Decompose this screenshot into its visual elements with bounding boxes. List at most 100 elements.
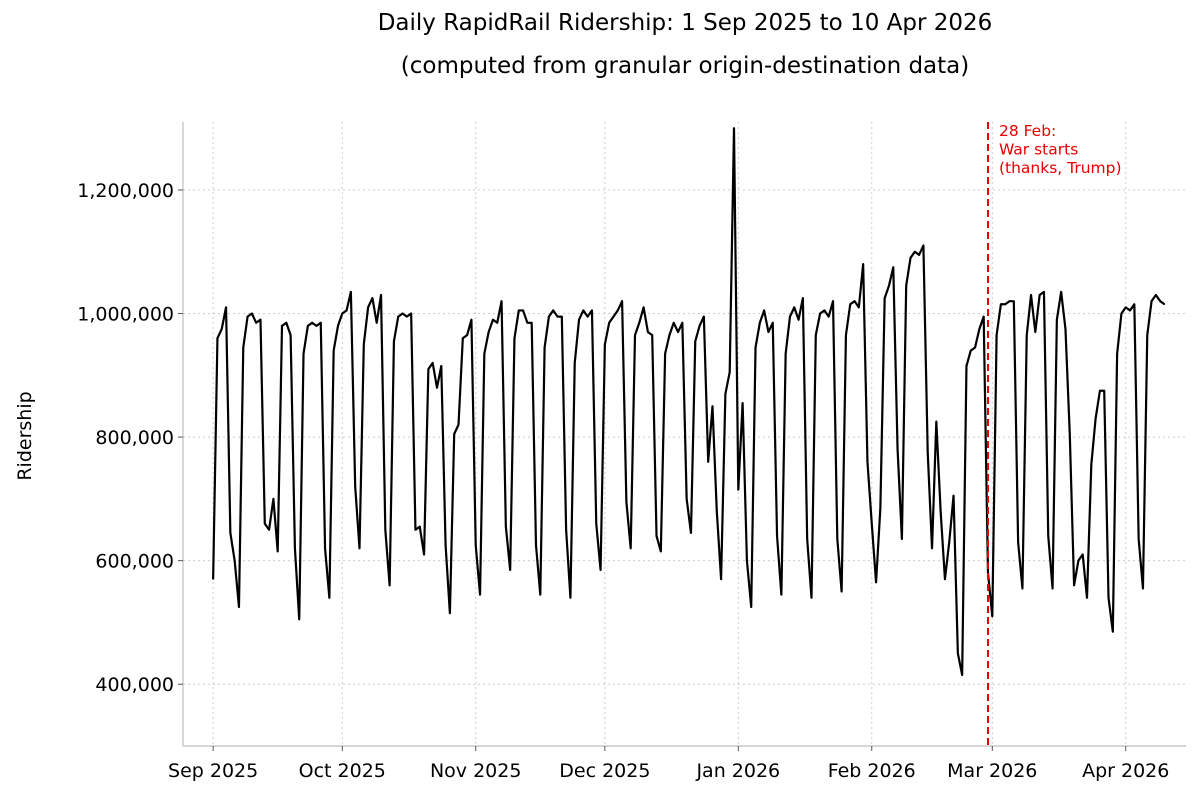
data-point bbox=[965, 365, 968, 367]
data-point bbox=[599, 569, 602, 571]
data-point bbox=[453, 433, 455, 435]
data-point bbox=[1159, 300, 1161, 302]
data-point bbox=[875, 581, 877, 583]
data-point bbox=[595, 522, 597, 525]
data-point bbox=[1163, 303, 1166, 305]
data-point bbox=[1069, 433, 1071, 435]
data-point bbox=[944, 578, 946, 580]
data-point bbox=[664, 353, 666, 355]
data-point bbox=[311, 322, 313, 324]
data-point bbox=[561, 316, 563, 318]
data-point bbox=[690, 532, 692, 534]
data-point bbox=[264, 522, 266, 525]
data-point bbox=[836, 538, 838, 540]
data-point bbox=[371, 297, 374, 299]
data-point bbox=[410, 312, 412, 315]
data-point bbox=[389, 584, 391, 586]
data-point bbox=[535, 544, 537, 546]
axes: 400,000 600,000 800,000 1,000,000 1,200,000 S… bbox=[77, 122, 1186, 782]
data-point bbox=[1150, 300, 1153, 302]
data-point bbox=[449, 612, 451, 614]
data-point bbox=[526, 322, 528, 324]
x-tick-label: Feb 2026 bbox=[828, 760, 916, 782]
annotation-layer: 28 Feb:War starts(thanks, Trump) bbox=[986, 122, 1122, 746]
data-point bbox=[565, 529, 567, 531]
data-point bbox=[604, 343, 606, 346]
data-point bbox=[587, 316, 589, 318]
data-point bbox=[384, 529, 386, 531]
data-point bbox=[621, 300, 623, 302]
data-point bbox=[746, 560, 748, 562]
data-point bbox=[896, 448, 899, 451]
data-point bbox=[1090, 464, 1092, 466]
data-point bbox=[711, 405, 714, 407]
data-point bbox=[810, 597, 813, 599]
data-point bbox=[277, 550, 279, 552]
x-tick-label: Sep 2025 bbox=[168, 760, 258, 782]
data-point bbox=[668, 334, 671, 336]
data-point bbox=[724, 393, 726, 395]
data-point bbox=[806, 538, 808, 540]
data-point bbox=[1004, 303, 1006, 305]
data-point bbox=[475, 544, 477, 546]
data-point bbox=[802, 297, 804, 299]
data-point bbox=[991, 615, 993, 617]
data-point bbox=[1095, 417, 1097, 420]
data-point bbox=[423, 553, 425, 556]
data-point bbox=[884, 297, 886, 299]
data-point bbox=[918, 254, 920, 256]
data-point bbox=[970, 349, 972, 352]
data-point bbox=[643, 306, 645, 308]
data-point bbox=[255, 322, 257, 324]
data-point bbox=[522, 309, 524, 312]
data-point bbox=[281, 325, 283, 327]
data-point bbox=[259, 319, 262, 321]
chart-subtitle: (computed from granular origin-destinati… bbox=[401, 53, 970, 79]
data-point bbox=[1026, 334, 1028, 336]
data-point bbox=[1060, 291, 1062, 293]
data-point bbox=[914, 251, 916, 253]
data-point bbox=[509, 569, 511, 571]
data-point bbox=[742, 402, 744, 404]
data-point bbox=[345, 309, 348, 312]
data-point bbox=[221, 328, 223, 330]
data-point bbox=[479, 594, 481, 596]
war-start-annotation-text: 28 Feb: bbox=[999, 122, 1056, 140]
data-point bbox=[225, 306, 227, 308]
data-point bbox=[630, 547, 632, 549]
data-point bbox=[320, 322, 322, 324]
data-point bbox=[634, 334, 636, 336]
data-point bbox=[866, 461, 869, 463]
data-point bbox=[909, 257, 912, 259]
data-point bbox=[1103, 390, 1105, 392]
x-tick-label: Mar 2026 bbox=[947, 760, 1037, 782]
x-tick-label: Nov 2025 bbox=[430, 760, 521, 782]
data-point bbox=[1039, 294, 1041, 296]
data-point bbox=[268, 529, 270, 531]
data-point bbox=[324, 547, 326, 549]
data-point bbox=[406, 316, 408, 318]
data-point bbox=[681, 322, 683, 324]
data-point bbox=[754, 346, 757, 349]
data-point bbox=[737, 489, 739, 491]
data-point bbox=[298, 618, 300, 620]
data-point bbox=[290, 334, 292, 336]
data-point bbox=[518, 309, 520, 312]
data-point bbox=[845, 334, 847, 336]
data-point bbox=[1000, 303, 1002, 305]
data-point bbox=[1086, 597, 1088, 599]
data-point bbox=[302, 353, 305, 355]
data-point bbox=[544, 346, 546, 349]
data-point bbox=[948, 541, 950, 543]
data-point bbox=[272, 498, 274, 500]
data-point bbox=[1142, 587, 1144, 590]
data-point bbox=[961, 674, 963, 676]
data-point bbox=[716, 510, 718, 512]
data-point bbox=[1082, 553, 1084, 556]
data-point bbox=[548, 316, 550, 318]
data-point bbox=[358, 547, 361, 549]
war-start-annotation-text: (thanks, Trump) bbox=[999, 159, 1122, 177]
data-point bbox=[1047, 535, 1049, 537]
y-tick-label: 1,000,000 bbox=[77, 304, 174, 326]
data-point bbox=[776, 535, 778, 537]
